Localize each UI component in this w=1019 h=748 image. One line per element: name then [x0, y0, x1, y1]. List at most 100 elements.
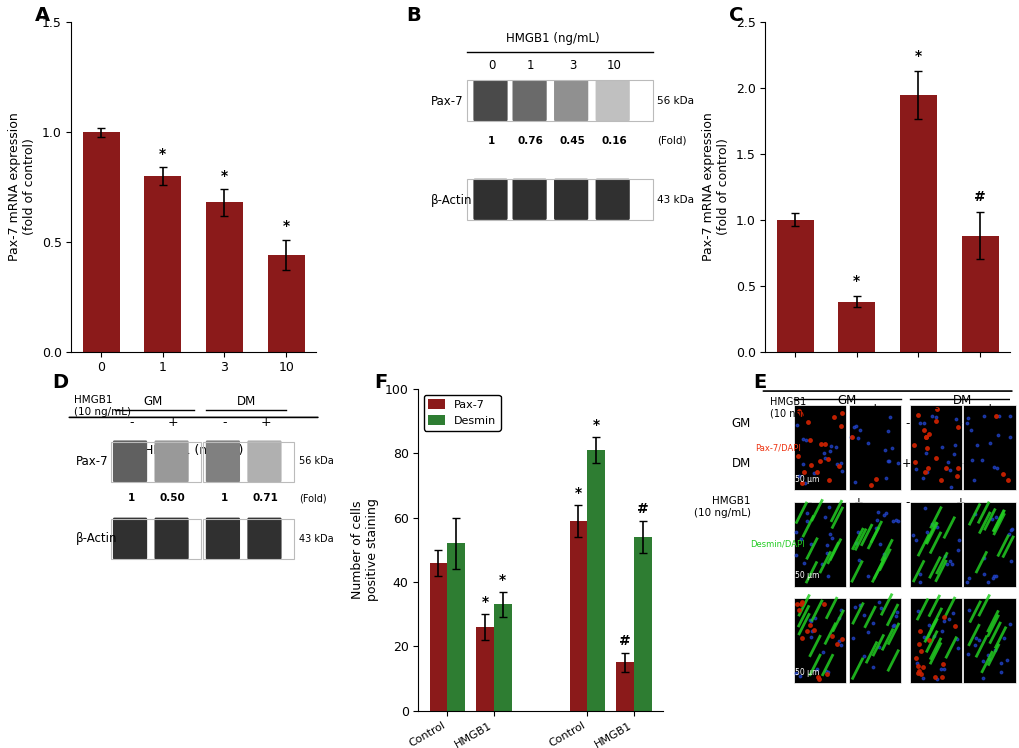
- Text: Desmin/DAPI: Desmin/DAPI: [750, 539, 804, 548]
- Text: -: -: [958, 417, 962, 430]
- Text: 43 kDa: 43 kDa: [299, 533, 333, 544]
- Bar: [467, 179, 652, 220]
- Text: Pax-7: Pax-7: [76, 455, 109, 468]
- Text: *: *: [498, 573, 505, 586]
- FancyBboxPatch shape: [248, 518, 281, 560]
- Text: #: #: [973, 190, 985, 204]
- Text: 50 μm: 50 μm: [794, 668, 818, 677]
- Bar: [848, 501, 900, 586]
- Text: 0.50: 0.50: [160, 494, 185, 503]
- FancyBboxPatch shape: [512, 80, 546, 121]
- Bar: [793, 405, 845, 490]
- Bar: [793, 501, 845, 586]
- Bar: [493, 604, 512, 711]
- Bar: [110, 442, 201, 482]
- Bar: [144, 176, 181, 352]
- Text: *: *: [282, 219, 289, 233]
- Text: 0.71: 0.71: [253, 494, 278, 503]
- Text: +: +: [804, 417, 813, 430]
- Y-axis label: Number of cells
positive staining: Number of cells positive staining: [351, 498, 379, 601]
- Bar: [838, 301, 874, 352]
- Text: 10: 10: [606, 58, 621, 72]
- Text: E: E: [752, 373, 765, 392]
- Text: (Fold): (Fold): [299, 494, 326, 503]
- Text: β-Actin: β-Actin: [430, 194, 472, 206]
- Y-axis label: Pax-7 mRNA expression
(fold of control): Pax-7 mRNA expression (fold of control): [8, 113, 36, 261]
- Text: #: #: [619, 634, 631, 648]
- Text: GM: GM: [144, 396, 163, 408]
- Text: 1: 1: [527, 58, 534, 72]
- FancyBboxPatch shape: [206, 441, 239, 482]
- Text: +: +: [868, 402, 879, 415]
- Bar: [206, 203, 243, 352]
- Text: *: *: [592, 418, 599, 432]
- Bar: [615, 663, 634, 711]
- Text: +: +: [955, 457, 965, 470]
- FancyBboxPatch shape: [595, 80, 629, 121]
- Bar: [909, 405, 961, 490]
- Text: -: -: [855, 457, 860, 470]
- Text: HMGB1 (ng/mL): HMGB1 (ng/mL): [144, 444, 244, 457]
- FancyBboxPatch shape: [595, 179, 629, 220]
- Text: +: +: [902, 457, 911, 470]
- Text: Pax-7/DAPI: Pax-7/DAPI: [754, 443, 800, 452]
- Bar: [587, 450, 604, 711]
- Legend: Pax-7, Desmin: Pax-7, Desmin: [424, 394, 500, 431]
- Text: C: C: [728, 6, 743, 25]
- Text: A: A: [35, 6, 50, 25]
- Text: -: -: [932, 402, 937, 415]
- Text: +: +: [853, 417, 862, 430]
- FancyBboxPatch shape: [113, 441, 147, 482]
- Bar: [899, 95, 936, 352]
- FancyBboxPatch shape: [473, 179, 507, 220]
- Bar: [793, 598, 845, 683]
- Text: 1: 1: [127, 494, 135, 503]
- Text: β-Actin: β-Actin: [76, 532, 117, 545]
- Text: DM: DM: [236, 396, 256, 408]
- Bar: [962, 405, 1015, 490]
- Text: +: +: [853, 497, 862, 509]
- Text: (Fold): (Fold): [656, 136, 686, 146]
- Text: 3: 3: [569, 58, 576, 72]
- Text: HMGB1
(10 ng/mL): HMGB1 (10 ng/mL): [693, 497, 750, 518]
- FancyBboxPatch shape: [154, 441, 189, 482]
- Text: B: B: [406, 6, 421, 25]
- Text: -: -: [806, 457, 811, 470]
- Bar: [203, 442, 293, 482]
- Text: -: -: [128, 417, 133, 429]
- Bar: [909, 501, 961, 586]
- Bar: [962, 501, 1015, 586]
- FancyBboxPatch shape: [473, 80, 507, 121]
- Text: *: *: [159, 147, 166, 161]
- Text: DM: DM: [952, 393, 971, 407]
- Bar: [962, 598, 1015, 683]
- FancyBboxPatch shape: [113, 518, 147, 560]
- Text: +: +: [260, 417, 271, 429]
- Text: -: -: [817, 402, 821, 415]
- Text: -: -: [222, 417, 226, 429]
- Bar: [848, 405, 900, 490]
- FancyBboxPatch shape: [512, 179, 546, 220]
- Bar: [110, 519, 201, 560]
- Text: F: F: [374, 373, 387, 392]
- Text: 56 kDa: 56 kDa: [656, 96, 693, 105]
- Bar: [446, 543, 465, 711]
- Bar: [203, 519, 293, 560]
- FancyBboxPatch shape: [248, 441, 281, 482]
- Text: #: #: [636, 502, 648, 516]
- Text: Merged: Merged: [761, 636, 793, 645]
- Text: Pax-7: Pax-7: [430, 95, 463, 108]
- Y-axis label: Pax-7 mRNA expression
(fold of control): Pax-7 mRNA expression (fold of control): [701, 113, 730, 261]
- Bar: [775, 220, 813, 352]
- Text: GM: GM: [837, 393, 856, 407]
- Bar: [634, 537, 651, 711]
- Text: *: *: [575, 486, 582, 500]
- Text: -: -: [904, 417, 909, 430]
- Bar: [848, 598, 900, 683]
- Bar: [467, 80, 652, 121]
- Text: +: +: [167, 417, 178, 429]
- Bar: [476, 627, 493, 711]
- Text: +: +: [955, 497, 965, 509]
- Text: HMGB1 (ng/mL): HMGB1 (ng/mL): [505, 32, 599, 46]
- FancyBboxPatch shape: [206, 518, 239, 560]
